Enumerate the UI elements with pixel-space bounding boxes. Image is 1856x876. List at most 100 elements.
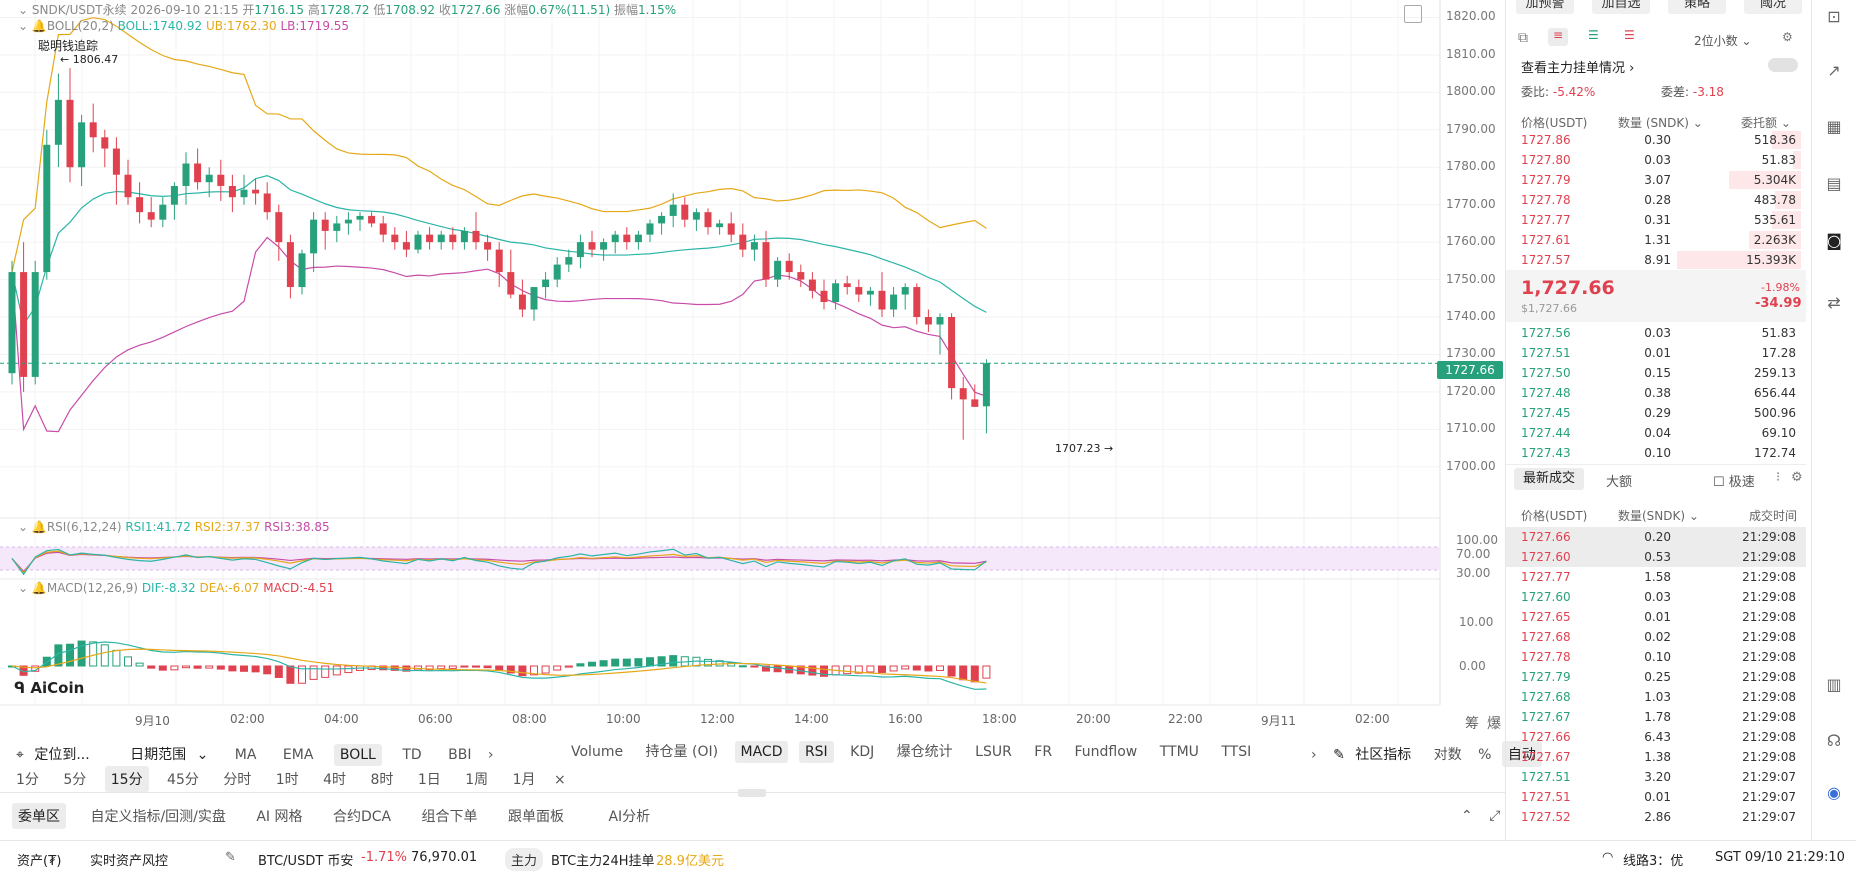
etf-icon[interactable]: ▤ <box>1826 174 1842 193</box>
panel-resize-handle[interactable] <box>738 789 766 797</box>
settings-icon[interactable]: ⚙ <box>1791 470 1803 485</box>
smart-money-label[interactable]: 聪明钱追踪 <box>38 39 99 53</box>
interval-5m[interactable]: 5分 <box>63 772 87 788</box>
trend-icon[interactable]: ↗ <box>1827 61 1841 80</box>
tab-copy-trade[interactable]: 跟单面板 <box>508 809 564 825</box>
tab-ai-grid[interactable]: AI 网格 <box>256 809 303 825</box>
tab-custom-indicators[interactable]: 自定义指标/回测/实盘 <box>90 809 226 825</box>
collapse-icon[interactable]: ⌄ <box>18 3 29 17</box>
interval-1d[interactable]: 1日 <box>417 772 441 788</box>
add-watch-button[interactable]: 加自选 <box>1592 0 1650 14</box>
tab-ai-analysis[interactable]: AI分析 <box>608 809 651 825</box>
interval-1m[interactable]: 1分 <box>16 772 39 788</box>
main-orders-link[interactable]: 查看主力挂单情况 › <box>1521 61 1635 76</box>
log-scale-toggle[interactable]: 对数 <box>1433 747 1462 763</box>
sub-liq[interactable]: 爆仓统计 <box>896 744 953 760</box>
interval-tick[interactable]: 分时 <box>223 772 252 788</box>
tab-orders[interactable]: 委单区 <box>12 803 66 829</box>
bell-icon[interactable]: 🔔 <box>31 520 47 534</box>
decimals-select[interactable]: 2位小数 ⌄ <box>1694 34 1752 48</box>
sub-kdj[interactable]: KDJ <box>850 744 875 760</box>
bell-icon[interactable]: 🔔 <box>31 19 47 33</box>
fast-mode-checkbox[interactable]: ☐ 极速 <box>1713 475 1755 490</box>
filter-icon[interactable]: ⁝ <box>1776 470 1781 485</box>
bot-icon[interactable]: ◙ <box>1826 231 1842 250</box>
sub-lsur[interactable]: LSUR <box>975 744 1012 760</box>
ind-ma[interactable]: MA <box>234 747 257 763</box>
headset-icon[interactable]: ☊ <box>1826 731 1842 750</box>
collapse-icon[interactable]: ⌄ <box>18 520 29 534</box>
collapse-icon[interactable]: ⌄ <box>18 581 29 595</box>
bid-row[interactable]: 1727.56 0.03 51.83 <box>1506 323 1806 343</box>
interval-8h[interactable]: 8时 <box>370 772 394 788</box>
bell-icon[interactable]: 🔔 <box>31 581 47 595</box>
risk-control-label[interactable]: 实时资产风控 <box>90 854 169 869</box>
settings-icon[interactable]: ⚙ <box>1782 30 1793 44</box>
col-total[interactable]: 委托额 ⌄ <box>1741 116 1791 130</box>
layout-icon[interactable]: ▥ <box>1826 675 1842 694</box>
sub-ttmu[interactable]: TTMU <box>1159 744 1199 760</box>
sub-rsi[interactable]: RSI <box>798 741 834 763</box>
sub-macd[interactable]: MACD <box>734 741 789 763</box>
ask-row[interactable]: 1727.86 0.30 518.36 <box>1506 130 1806 150</box>
tab-contract-dca[interactable]: 合约DCA <box>332 809 392 825</box>
chevron-right-icon[interactable]: › <box>1311 747 1317 763</box>
line-status[interactable]: 线路3：优 <box>1623 854 1684 869</box>
percent-toggle[interactable]: % <box>1478 747 1492 763</box>
external-link-icon[interactable]: ⧉ <box>1518 30 1528 46</box>
trade-col-qty[interactable]: 数量(SNDK) ⌄ <box>1618 509 1699 523</box>
assets-label[interactable]: 资产(₮) <box>17 854 62 869</box>
ask-row[interactable]: 1727.78 0.28 483.78 <box>1506 190 1806 210</box>
book-view-bids-icon[interactable]: ☰ <box>1588 28 1599 42</box>
interval-45m[interactable]: 45分 <box>167 772 199 788</box>
col-qty[interactable]: 数量 (SNDK) ⌄ <box>1618 116 1703 130</box>
exchange-icon[interactable]: ⇄ <box>1827 293 1841 312</box>
chart-area[interactable]: ⌄ SNDK/USDT永续 2026-09-10 21:15 开1716.15 … <box>0 0 1505 732</box>
tab-large-trades[interactable]: 大额 <box>1606 475 1633 490</box>
main-orders-toggle[interactable] <box>1768 58 1798 72</box>
edit-icon[interactable]: ✎ <box>225 850 236 865</box>
book-view-both-icon[interactable]: ≡ <box>1548 28 1568 46</box>
expand-icon[interactable]: ⤢ <box>1489 808 1501 824</box>
ind-td[interactable]: TD <box>402 747 422 763</box>
interval-15m[interactable]: 15分 <box>104 766 149 792</box>
interval-4h[interactable]: 4时 <box>323 772 347 788</box>
chevron-right-icon[interactable]: › <box>487 747 494 763</box>
ask-row[interactable]: 1727.57 8.91 15.393K <box>1506 250 1806 270</box>
auto-toggle[interactable]: 自动 <box>1501 741 1542 767</box>
fullscreen-icon[interactable] <box>1404 5 1422 23</box>
assistant-icon[interactable]: ◉ <box>1827 783 1841 802</box>
tab-combo-order[interactable]: 组合下单 <box>421 809 478 825</box>
book-view-asks-icon[interactable]: ☰ <box>1624 28 1635 42</box>
ind-ema[interactable]: EMA <box>282 747 314 763</box>
interval-1h[interactable]: 1时 <box>275 772 299 788</box>
interval-1w[interactable]: 1周 <box>465 772 489 788</box>
sub-ttsi[interactable]: TTSI <box>1221 744 1252 760</box>
sub-volume[interactable]: Volume <box>571 744 624 760</box>
ask-row[interactable]: 1727.61 1.31 2.263K <box>1506 230 1806 250</box>
bid-row[interactable]: 1727.48 0.38 656.44 <box>1506 383 1806 403</box>
interval-1mo[interactable]: 1月 <box>512 772 536 788</box>
chart-icon[interactable]: ▦ <box>1826 117 1842 136</box>
strategy-button[interactable]: 策略 <box>1668 0 1726 14</box>
sub-fr[interactable]: FR <box>1034 744 1053 760</box>
chevron-up-icon[interactable]: ⌃ <box>1461 808 1473 824</box>
calendar-icon[interactable]: ⊡ <box>1827 7 1841 26</box>
bid-row[interactable]: 1727.44 0.04 69.10 <box>1506 423 1806 443</box>
ind-bbi[interactable]: BBI <box>448 747 472 763</box>
ticker-pair[interactable]: BTC/USDT 币安 <box>258 854 354 869</box>
date-range-button[interactable]: 日期范围 ⌄ <box>130 747 209 763</box>
add-alert-button[interactable]: 加预警 <box>1516 0 1574 14</box>
bid-row[interactable]: 1727.51 0.01 17.28 <box>1506 343 1806 363</box>
ask-row[interactable]: 1727.80 0.03 51.83 <box>1506 150 1806 170</box>
bid-row[interactable]: 1727.45 0.29 500.96 <box>1506 403 1806 423</box>
close-icon[interactable]: × <box>554 772 566 788</box>
chips-label[interactable]: 筹 <box>1465 716 1479 732</box>
kline-chart[interactable] <box>0 0 1505 735</box>
overview-button[interactable]: 阈况 <box>1744 0 1802 14</box>
sub-oi[interactable]: 持仓量 (OI) <box>645 744 719 760</box>
ask-row[interactable]: 1727.77 0.31 535.61 <box>1506 210 1806 230</box>
bid-row[interactable]: 1727.50 0.15 259.13 <box>1506 363 1806 383</box>
tab-latest-trades[interactable]: 最新成交 <box>1514 468 1584 490</box>
locate-button[interactable]: ⌖ 定位到... <box>16 747 90 763</box>
